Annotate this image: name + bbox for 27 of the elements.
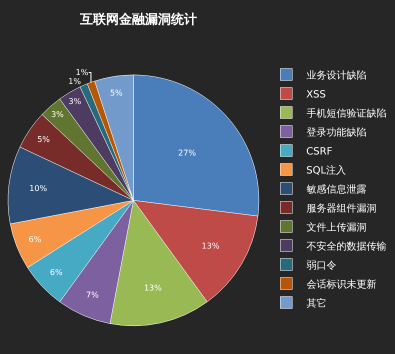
data-label: 13% [144, 284, 162, 293]
legend-label: 不安全的数据传输 [306, 240, 386, 252]
data-label: 5% [110, 88, 124, 98]
legend-label: XSS [306, 89, 326, 100]
data-label: 3% [51, 110, 64, 119]
data-label: 10% [29, 184, 48, 193]
legend-label: 手机短信验证缺陷 [306, 107, 386, 120]
legend-label: SQL注入 [306, 164, 346, 176]
chart-title: 互联网金融漏洞统计 [78, 11, 197, 28]
legend-label: 服务器组件漏洞 [306, 202, 376, 214]
legend-label: 敏感信息泄露 [306, 183, 366, 196]
data-label: 6% [28, 234, 42, 244]
legend-label: 其它 [306, 297, 326, 310]
legend-label: 文件上传漏洞 [306, 221, 366, 234]
data-label: 7% [86, 290, 100, 300]
legend-label: 登录功能缺陷 [306, 126, 366, 138]
data-label: 3% [68, 97, 82, 106]
data-label: 5% [37, 134, 50, 144]
data-label: 1% [76, 68, 89, 77]
legend-label: 会话标识未更新 [306, 278, 376, 290]
data-label: 13% [202, 242, 220, 251]
data-label: 27% [178, 148, 196, 158]
data-label: 1% [68, 76, 82, 86]
legend-label: 业务设计缺陷 [306, 69, 366, 82]
legend-label: CSRF [306, 146, 333, 158]
legend-label: 弱口令 [306, 259, 336, 272]
data-label: 6% [50, 268, 63, 278]
